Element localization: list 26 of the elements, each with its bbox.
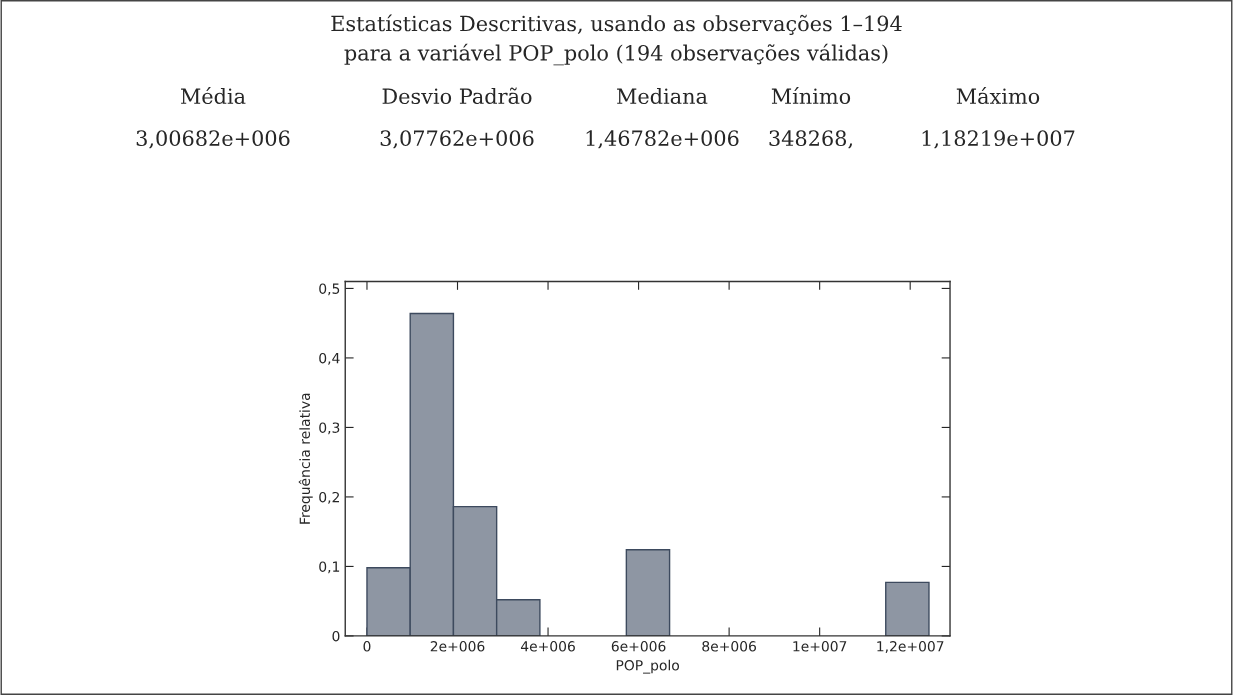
y-tick-label: 0,3 bbox=[319, 422, 340, 435]
y-axis-title: Frequência relativa bbox=[298, 393, 313, 524]
y-tick-label: 0,1 bbox=[319, 561, 340, 574]
x-tick-label: 2e+006 bbox=[430, 641, 485, 652]
y-tick-label: 0,2 bbox=[319, 491, 339, 504]
text: Máximo bbox=[956, 87, 1040, 105]
text: 3,00682e+006 bbox=[136, 130, 290, 149]
y-tick-label: 0,5 bbox=[319, 283, 340, 296]
x-tick-label: 6e+006 bbox=[611, 641, 666, 652]
y-tick-label: 0 bbox=[332, 630, 340, 642]
x-axis-title: POP_polo bbox=[616, 659, 680, 674]
x-tick-label: 1e+007 bbox=[793, 641, 847, 652]
text: Mediana bbox=[617, 87, 708, 105]
text: Média bbox=[181, 87, 246, 105]
y-tick-label: 0,4 bbox=[319, 352, 340, 365]
text: Desvio Padrão bbox=[382, 87, 532, 105]
text: 3,07762e+006 bbox=[380, 130, 534, 149]
text: 348268, bbox=[769, 130, 853, 149]
text: Mínimo bbox=[771, 87, 851, 105]
x-tick-label: 8e+006 bbox=[702, 641, 756, 652]
x-tick-label: 4e+006 bbox=[520, 641, 575, 652]
chart-title: Estatísticas Descritivas, usando as observações 1–194 para a variável POP_polo (194 observações válidas) bbox=[331, 14, 902, 66]
text: 1,18219e+007 bbox=[922, 130, 1075, 149]
text: 1,46782e+006 bbox=[586, 130, 739, 149]
x-tick-label: 0 bbox=[363, 641, 371, 652]
x-tick-label: 1,2e+007 bbox=[877, 641, 944, 653]
